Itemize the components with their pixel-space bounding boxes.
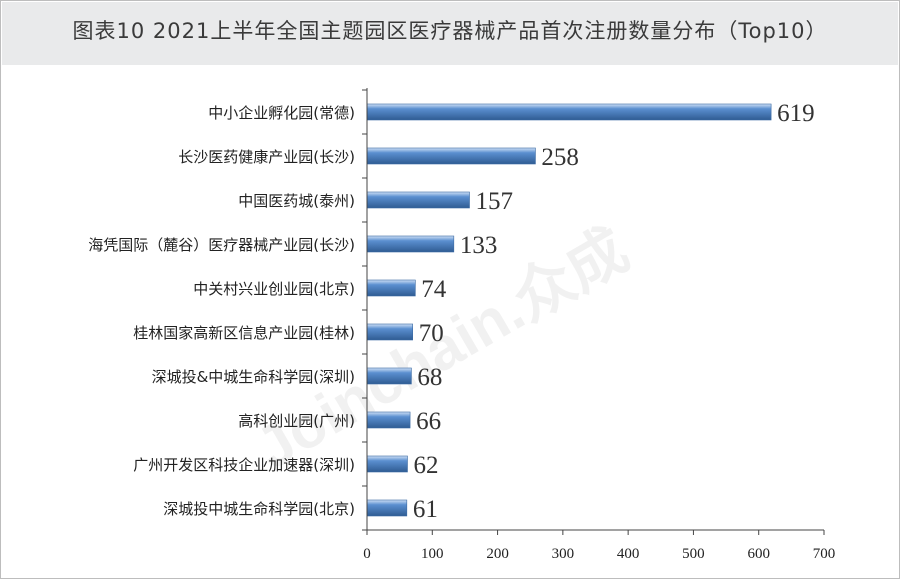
x-tick-label: 200: [486, 546, 509, 562]
x-tick-label: 700: [813, 546, 836, 562]
data-label: 133: [460, 232, 498, 259]
data-label: 70: [419, 320, 444, 347]
bar: [366, 103, 772, 121]
data-label: 61: [413, 496, 438, 523]
bar: [366, 147, 536, 165]
category-label: 桂林国家高新区信息产业园(桂林): [133, 324, 355, 342]
category-label: 深城投中城生命科学园(北京): [163, 500, 355, 518]
data-label: 68: [417, 364, 442, 391]
x-tick-label: 400: [617, 546, 640, 562]
x-tick-label: 0: [363, 546, 371, 562]
category-label: 深城投&中城生命科学园(深圳): [152, 368, 355, 386]
category-label: 海凭国际（麓谷）医疗器械产业园(长沙): [88, 236, 355, 254]
bar: [366, 411, 411, 429]
category-label: 长沙医药健康产业园(长沙): [178, 148, 355, 166]
bar: [366, 455, 408, 473]
data-label: 66: [416, 408, 441, 435]
data-label: 157: [475, 188, 512, 215]
x-tick-label: 500: [682, 546, 705, 562]
x-tick-label: 300: [552, 546, 575, 562]
data-label: 74: [421, 276, 447, 303]
category-label: 中国医药城(泰州): [238, 192, 355, 210]
bar: [366, 279, 416, 297]
category-label: 高科创业园(广州): [238, 412, 355, 430]
bar: [366, 235, 455, 253]
axis-layer: 0 100 200 300 400 500 600 700: [362, 88, 835, 562]
data-label: 619: [777, 100, 815, 127]
bar: [366, 191, 470, 209]
title-bar: 图表10 2021上半年全国主题园区医疗器械产品首次注册数量分布（Top10）: [2, 2, 898, 65]
x-tick-label: 100: [421, 546, 444, 562]
bar: [366, 323, 414, 341]
bar: [366, 499, 408, 517]
data-label: 62: [413, 452, 438, 479]
bar: [366, 367, 412, 385]
category-label: 广州开发区科技企业加速器(深圳): [133, 456, 355, 474]
chart-title: 图表10 2021上半年全国主题园区医疗器械产品首次注册数量分布（Top10）: [72, 19, 828, 43]
bars-layer: 中小企业孵化园(常德) 619 长沙医药健康产业园(长沙) 258 中国医药城(泰州) 1…: [88, 100, 814, 523]
x-tick-label: 600: [747, 546, 770, 562]
category-label: 中小企业孵化园(常德): [208, 104, 355, 122]
category-label: 中关村兴业创业园(北京): [193, 280, 355, 298]
data-label: 258: [541, 144, 579, 171]
